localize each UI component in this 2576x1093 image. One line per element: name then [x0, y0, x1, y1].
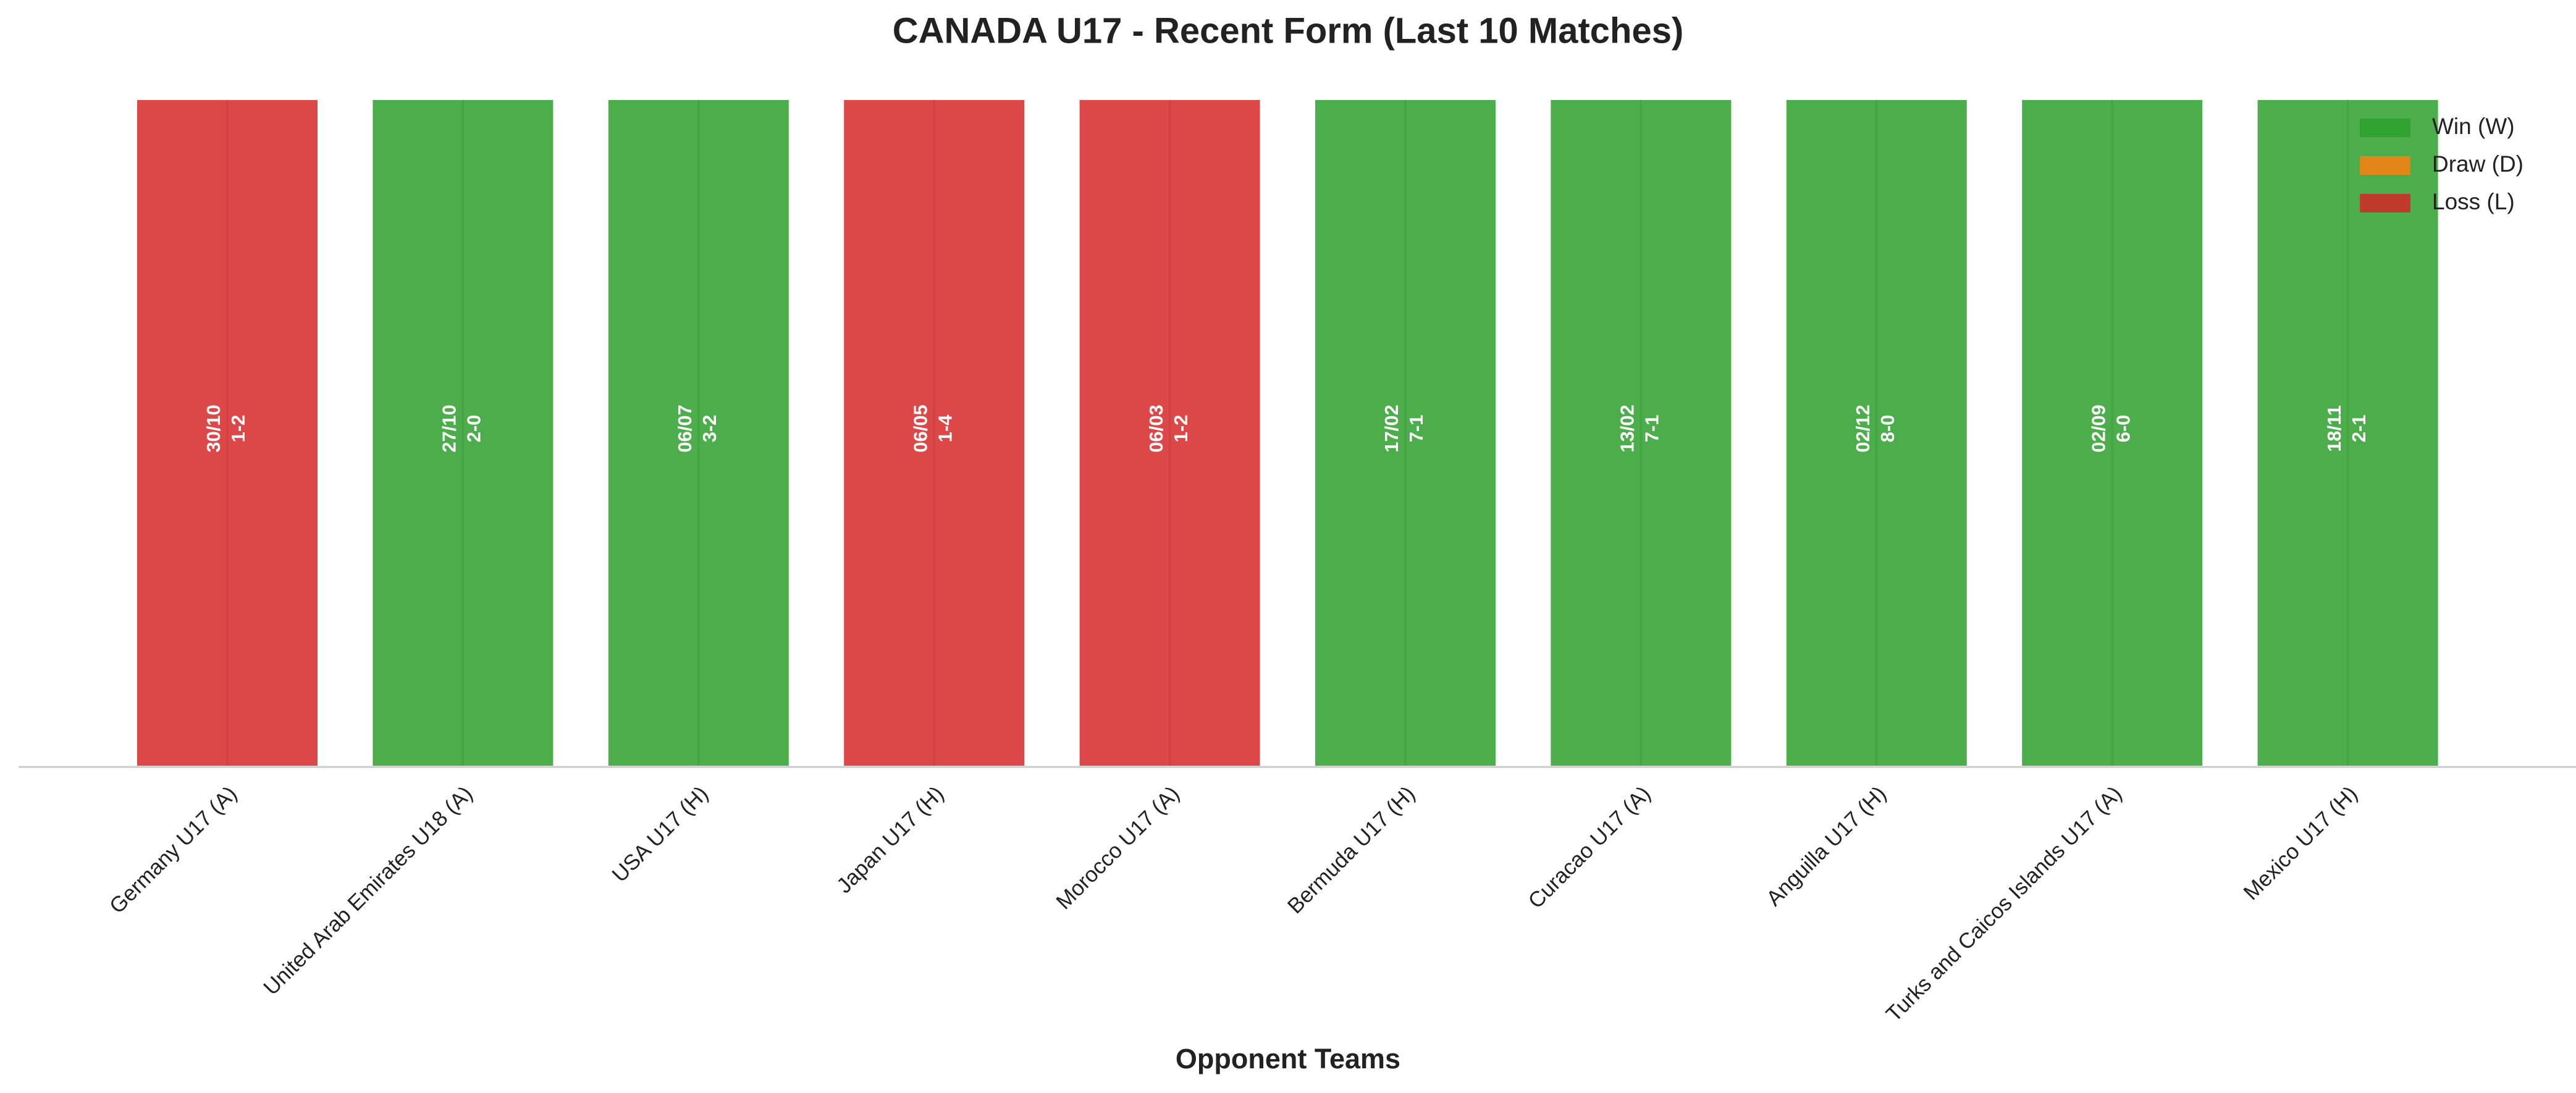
legend-label: Draw (D)	[2432, 151, 2523, 177]
legend-swatch	[2360, 194, 2410, 212]
bar-date-label: 18/11	[2323, 405, 2345, 452]
bar-score-label: 7-1	[1405, 415, 1427, 443]
x-tick-label: Bermuda U17 (H)	[1283, 782, 1420, 919]
legend-label: Win (W)	[2432, 114, 2515, 139]
bar	[1548, 98, 1734, 768]
bar-date-label: 06/05	[909, 404, 931, 453]
bar-date-label: 06/03	[1145, 404, 1167, 453]
legend-swatch	[2360, 119, 2410, 137]
bar-score-label: 1-2	[1170, 415, 1192, 443]
bar	[1077, 98, 1263, 768]
bar-score-label: 2-1	[2348, 415, 2370, 443]
bar-date-label: 02/09	[2087, 404, 2109, 453]
bar-date-label: 02/12	[1852, 404, 1874, 453]
bar-score-label: 1-4	[934, 414, 956, 443]
bar-score-label: 7-1	[1641, 415, 1663, 443]
x-tick-label: Curacao U17 (A)	[1523, 782, 1655, 913]
bar	[1313, 98, 1498, 768]
x-tick-label: Germany U17 (A)	[105, 782, 242, 919]
x-tick-label: Turks and Caicos Islands U17 (A)	[1882, 782, 2127, 1027]
x-tick-label: Japan U17 (H)	[832, 782, 949, 898]
legend-label: Loss (L)	[2432, 189, 2515, 214]
bar-score-label: 6-0	[2112, 415, 2134, 443]
bar-date-label: 17/02	[1381, 404, 1402, 453]
bar-date-label: 13/02	[1617, 404, 1638, 453]
bar	[605, 98, 791, 768]
x-tick-label: Mexico U17 (H)	[2239, 782, 2362, 905]
x-tick-label: USA U17 (H)	[607, 782, 713, 887]
bar-score-label: 1-2	[227, 415, 249, 443]
bar	[135, 98, 320, 768]
bar-date-label: 06/07	[674, 404, 696, 453]
x-tick-label: Anguilla U17 (H)	[1762, 782, 1891, 911]
chart-title: CANADA U17 - Recent Form (Last 10 Matche…	[893, 10, 1684, 51]
bar	[370, 98, 556, 768]
bar-score-label: 8-0	[1877, 415, 1898, 443]
bar	[841, 98, 1027, 768]
x-tick-label: Morocco U17 (A)	[1051, 782, 1184, 915]
bar-score-label: 3-2	[699, 415, 720, 443]
legend-swatch	[2360, 156, 2410, 175]
bar-date-label: 27/10	[439, 404, 460, 453]
bar	[1783, 98, 1969, 768]
x-tick-label: United Arab Emirates U18 (A)	[259, 782, 478, 1000]
bar-score-label: 2-0	[463, 415, 485, 443]
bar-date-label: 30/10	[203, 404, 224, 453]
x-axis-label: Opponent Teams	[1176, 1043, 1400, 1074]
